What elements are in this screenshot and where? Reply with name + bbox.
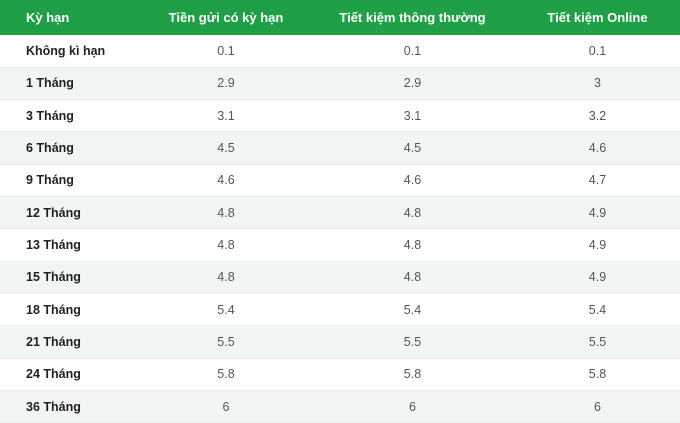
regular-savings-rate-cell: 3.1 xyxy=(310,99,515,133)
table-row: 18 Tháng 5.4 5.4 5.4 xyxy=(0,293,680,327)
term-cell: 1 Tháng xyxy=(0,67,142,101)
regular-savings-rate-cell: 4.8 xyxy=(310,196,515,230)
header-online-savings: Tiết kiệm Online xyxy=(547,10,648,25)
regular-savings-rate-cell: 6 xyxy=(310,390,515,423)
regular-savings-rate-cell: 4.8 xyxy=(310,261,515,295)
term-cell: 9 Tháng xyxy=(0,164,142,198)
online-savings-rate-cell: 4.9 xyxy=(515,196,680,230)
online-savings-rate-cell: 3.2 xyxy=(515,99,680,133)
table-row: 15 Tháng 4.8 4.8 4.9 xyxy=(0,261,680,295)
online-savings-rate-cell: 4.7 xyxy=(515,164,680,198)
table-body: Không kì hạn 0.1 0.1 0.1 1 Tháng 2.9 2.9 3 3 Thá… xyxy=(0,35,680,423)
header-term: Kỳ hạn xyxy=(26,10,70,25)
term-deposit-rate-cell: 5.8 xyxy=(142,358,310,392)
term-deposit-rate-cell: 6 xyxy=(142,390,310,423)
term-cell: 21 Tháng xyxy=(0,325,142,359)
regular-savings-rate-cell: 5.8 xyxy=(310,358,515,392)
term-deposit-rate-cell: 4.8 xyxy=(142,228,310,262)
regular-savings-rate-cell: 5.4 xyxy=(310,293,515,327)
table-row: 36 Tháng 6 6 6 xyxy=(0,390,680,423)
table-row: 9 Tháng 4.6 4.6 4.7 xyxy=(0,164,680,198)
online-savings-rate-cell: 4.9 xyxy=(515,261,680,295)
online-savings-rate-cell: 4.6 xyxy=(515,131,680,165)
online-savings-rate-cell: 6 xyxy=(515,390,680,423)
online-savings-rate-cell: 5.8 xyxy=(515,358,680,392)
table-row: 24 Tháng 5.8 5.8 5.8 xyxy=(0,358,680,392)
term-deposit-rate-cell: 0.1 xyxy=(142,35,310,68)
term-cell: 13 Tháng xyxy=(0,228,142,262)
term-cell: Không kì hạn xyxy=(0,35,142,68)
term-deposit-rate-cell: 4.6 xyxy=(142,164,310,198)
term-cell: 12 Tháng xyxy=(0,196,142,230)
term-cell: 36 Tháng xyxy=(0,390,142,423)
term-deposit-rate-cell: 4.5 xyxy=(142,131,310,165)
regular-savings-rate-cell: 5.5 xyxy=(310,325,515,359)
term-deposit-rate-cell: 5.4 xyxy=(142,293,310,327)
table-row: 3 Tháng 3.1 3.1 3.2 xyxy=(0,99,680,133)
term-deposit-rate-cell: 4.8 xyxy=(142,261,310,295)
regular-savings-rate-cell: 2.9 xyxy=(310,67,515,101)
table-row: 6 Tháng 4.5 4.5 4.6 xyxy=(0,131,680,165)
term-deposit-rate-cell: 3.1 xyxy=(142,99,310,133)
term-cell: 6 Tháng xyxy=(0,131,142,165)
term-deposit-rate-cell: 2.9 xyxy=(142,67,310,101)
table-header: Kỳ hạn Tiền gửi có kỳ hạn Tiết kiệm thôn… xyxy=(0,0,680,35)
online-savings-rate-cell: 5.5 xyxy=(515,325,680,359)
table-row: 13 Tháng 4.8 4.8 4.9 xyxy=(0,228,680,262)
table-row: 12 Tháng 4.8 4.8 4.9 xyxy=(0,196,680,230)
online-savings-rate-cell: 0.1 xyxy=(515,35,680,68)
header-row: Kỳ hạn Tiền gửi có kỳ hạn Tiết kiệm thôn… xyxy=(0,0,680,35)
term-deposit-rate-cell: 4.8 xyxy=(142,196,310,230)
table-row: 21 Tháng 5.5 5.5 5.5 xyxy=(0,325,680,359)
regular-savings-rate-cell: 4.6 xyxy=(310,164,515,198)
table-row: 1 Tháng 2.9 2.9 3 xyxy=(0,67,680,101)
term-cell: 3 Tháng xyxy=(0,99,142,133)
term-cell: 18 Tháng xyxy=(0,293,142,327)
header-term-deposit: Tiền gửi có kỳ hạn xyxy=(168,10,284,25)
regular-savings-rate-cell: 0.1 xyxy=(310,35,515,68)
online-savings-rate-cell: 5.4 xyxy=(515,293,680,327)
online-savings-rate-cell: 4.9 xyxy=(515,228,680,262)
table-row: Không kì hạn 0.1 0.1 0.1 xyxy=(0,35,680,68)
header-regular-savings: Tiết kiệm thông thường xyxy=(339,10,486,25)
term-cell: 24 Tháng xyxy=(0,358,142,392)
term-deposit-rate-cell: 5.5 xyxy=(142,325,310,359)
regular-savings-rate-cell: 4.8 xyxy=(310,228,515,262)
term-cell: 15 Tháng xyxy=(0,261,142,295)
online-savings-rate-cell: 3 xyxy=(515,67,680,101)
regular-savings-rate-cell: 4.5 xyxy=(310,131,515,165)
